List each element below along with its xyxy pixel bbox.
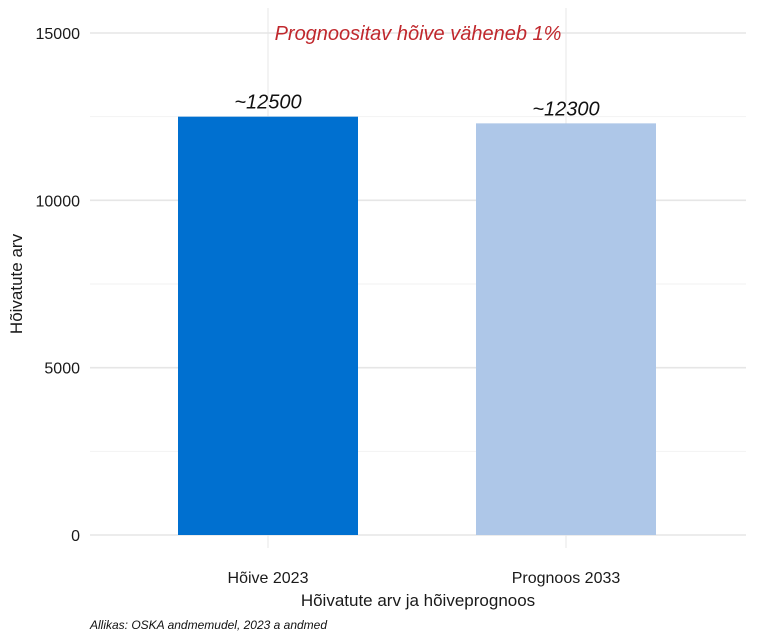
x-tick-label: Prognoos 2033: [512, 570, 621, 587]
bar-data-label: ~12300: [532, 98, 599, 120]
y-axis-title: Hõivatute arv: [7, 233, 26, 334]
bar-data-label: ~12500: [234, 92, 301, 114]
bar: [178, 116, 358, 536]
y-tick-label: 10000: [36, 193, 81, 210]
x-tick-label: Hõive 2023: [228, 570, 309, 587]
x-axis-ticks: Hõive 2023 Prognoos 2033: [228, 570, 621, 587]
source-caption: Allikas: OSKA andmemudel, 2023 a andmed: [89, 618, 327, 632]
y-tick-label: 5000: [44, 361, 80, 378]
y-tick-label: 15000: [36, 26, 81, 43]
data-labels: ~12500 ~12300: [234, 92, 599, 121]
bar: [476, 123, 656, 536]
y-tick-label: 0: [71, 528, 80, 545]
annotation-text: Prognoositav hõive väheneb 1%: [275, 23, 562, 45]
x-axis-title: Hõivatute arv ja hõiveprognoos: [301, 591, 535, 610]
bars: [178, 116, 656, 536]
y-axis-ticks: 0 5000 10000 15000: [36, 26, 81, 545]
